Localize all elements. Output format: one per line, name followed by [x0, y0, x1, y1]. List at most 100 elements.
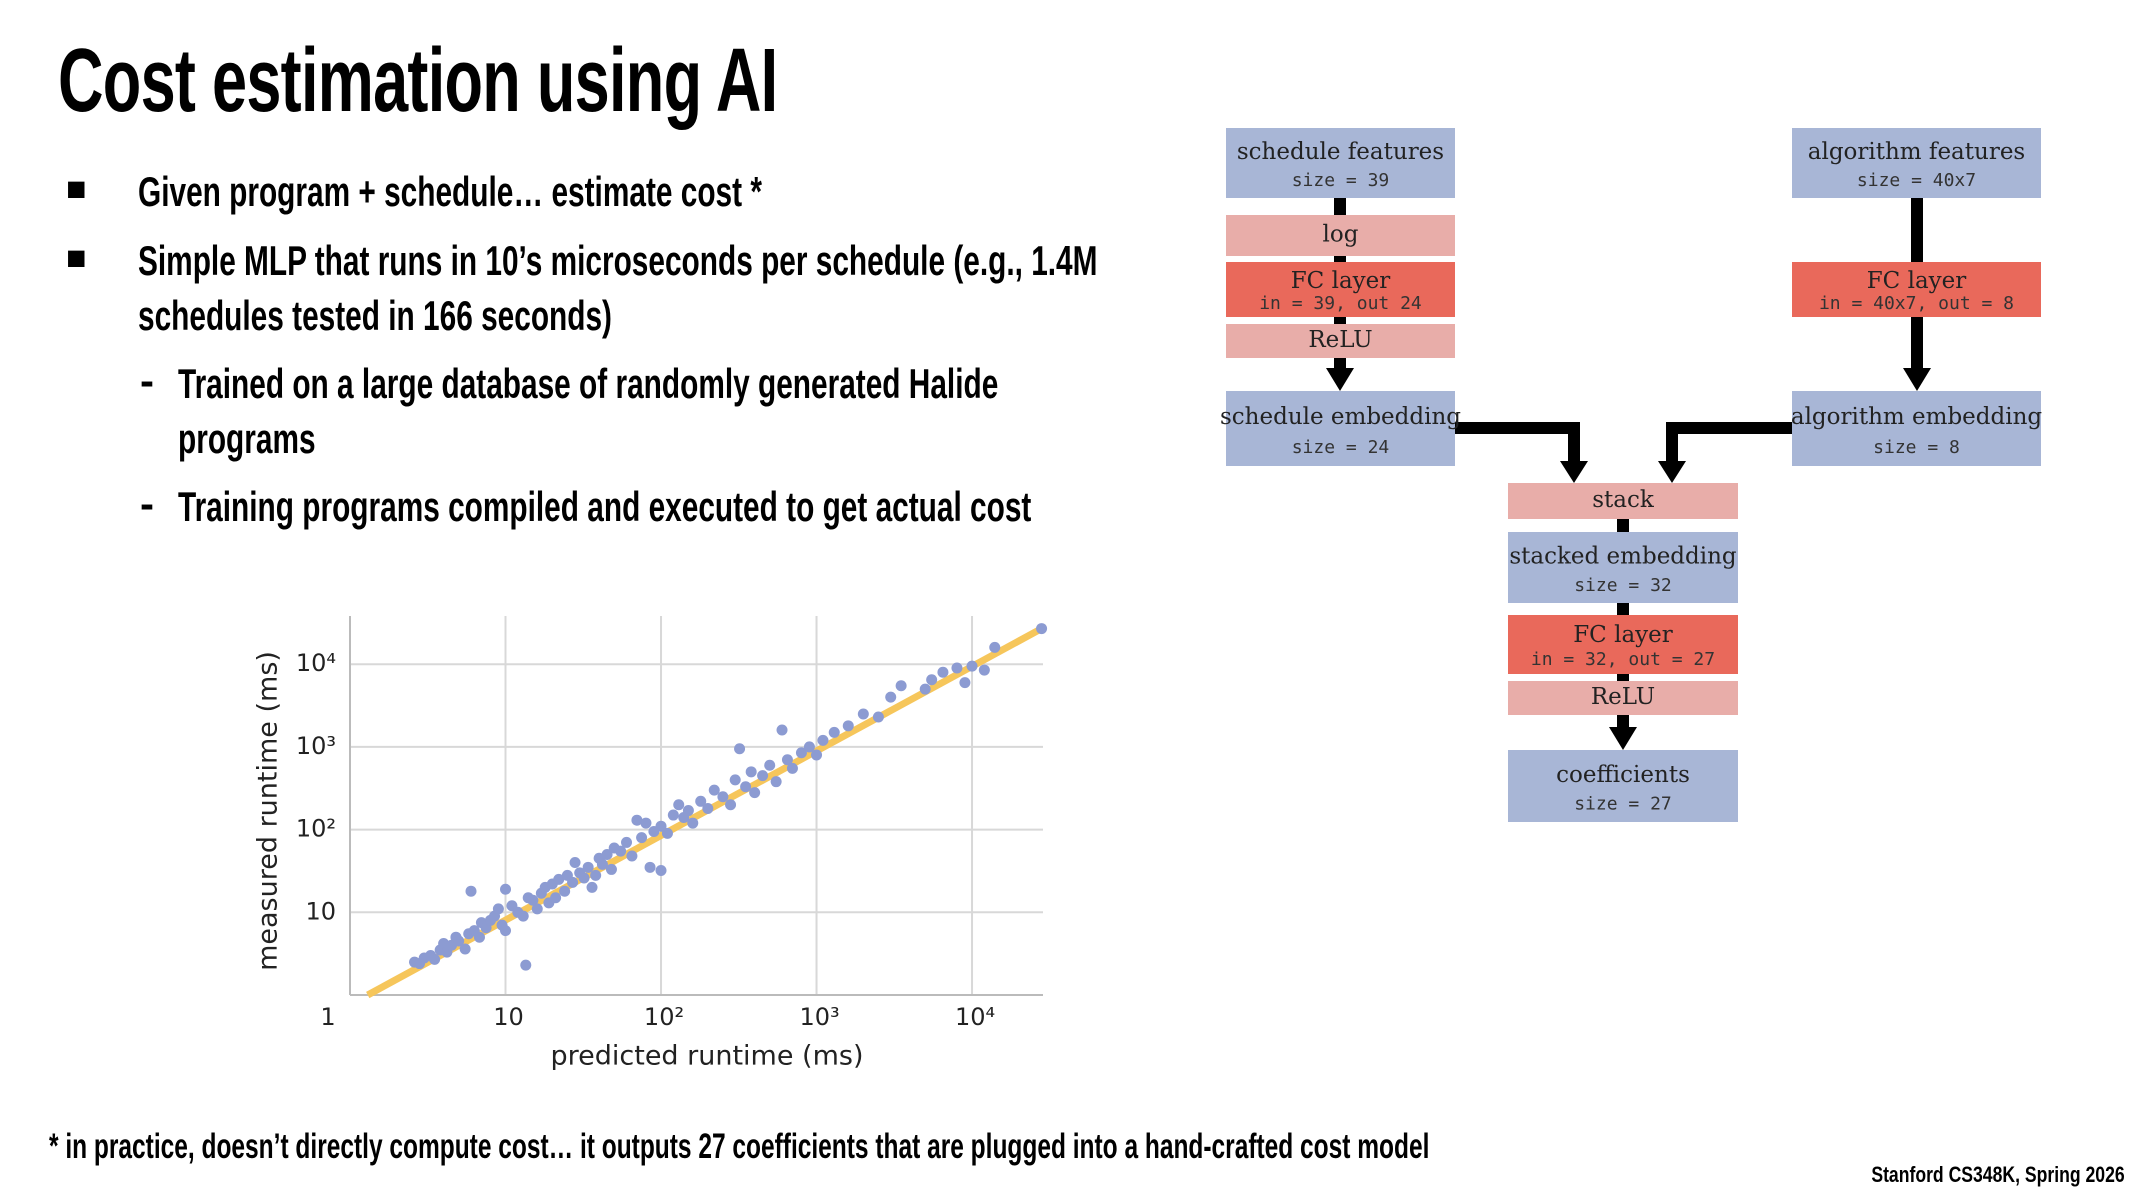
node-box: [1508, 615, 1738, 674]
credit: Stanford CS348K, Spring 2026: [1871, 1162, 2125, 1187]
data-point: [734, 743, 746, 755]
data-point: [631, 814, 643, 826]
data-point: [687, 817, 699, 829]
node-box: [1226, 391, 1455, 466]
node: schedule embedding size = 24: [1220, 391, 1461, 466]
arrowhead: [1560, 461, 1588, 483]
data-point: [429, 953, 441, 965]
data-point: [770, 776, 782, 788]
data-point: [605, 863, 617, 875]
data-point: [749, 787, 761, 799]
bullet: Given program + schedule… estimate cost …: [138, 168, 762, 215]
arrowhead: [1326, 368, 1354, 391]
node: algorithm embedding size = 8: [1791, 391, 2042, 466]
y-axis-title: measured runtime (ms): [253, 651, 284, 971]
data-point: [776, 724, 788, 736]
y-tick-label: 10³: [296, 732, 336, 760]
slide-title: Cost estimation using AI: [58, 31, 778, 131]
data-point: [717, 791, 729, 803]
data-point: [745, 766, 757, 778]
data-point: [500, 925, 512, 937]
y-tick-label: 10: [305, 897, 336, 925]
data-point: [578, 872, 590, 884]
x-tick-label: 10⁴: [955, 1003, 995, 1031]
node-label: schedule embedding: [1220, 404, 1461, 430]
arrowheads: [1326, 368, 1931, 750]
x-tick-label: 10: [493, 1003, 524, 1031]
data-point: [757, 770, 769, 782]
data-point: [569, 857, 581, 869]
node: coefficients size = 27: [1508, 750, 1738, 822]
data-point: [795, 747, 807, 759]
node-label: ReLU: [1308, 327, 1372, 353]
node-detail: size = 27: [1574, 794, 1672, 815]
data-point: [531, 903, 543, 915]
node-box: [1226, 215, 1455, 256]
data-point: [582, 861, 594, 873]
data-point: [527, 894, 539, 906]
node-detail: size = 39: [1292, 170, 1390, 191]
data-point: [500, 883, 512, 895]
node-box: [1792, 391, 2041, 466]
data-point: [781, 754, 793, 766]
data-point: [586, 881, 598, 893]
connector: [1666, 422, 1792, 465]
bullet-marker: ■: [66, 170, 87, 208]
data-point: [655, 865, 667, 877]
node-detail: size = 24: [1292, 437, 1390, 458]
data-point: [817, 734, 829, 746]
data-point: [640, 817, 652, 829]
data-point: [596, 858, 608, 870]
data-point: [740, 781, 752, 793]
data-point: [1036, 623, 1048, 635]
node-label: algorithm features: [1808, 139, 2025, 165]
node: ReLU: [1508, 681, 1738, 715]
data-point: [702, 803, 714, 815]
data-point: [601, 849, 613, 861]
data-point: [590, 869, 602, 881]
node-label: coefficients: [1556, 762, 1690, 788]
data-point: [695, 795, 707, 807]
y-tick-label: 10⁴: [296, 649, 336, 677]
data-point: [520, 959, 532, 971]
node-detail: in = 32, out = 27: [1531, 649, 1715, 670]
node-box: [1226, 128, 1455, 198]
data-point: [989, 641, 1001, 653]
node-label: FC layer: [1573, 622, 1673, 648]
data-point: [828, 726, 840, 738]
footnote: * in practice, doesn’t directly compute …: [49, 1127, 1430, 1166]
data-point: [473, 931, 485, 943]
data-point: [621, 836, 633, 848]
data-point: [615, 845, 627, 857]
bullet: Simple MLP that runs in 10’s microsecond…: [138, 237, 1098, 339]
node-box: [1508, 681, 1738, 715]
node-box: [1508, 532, 1738, 603]
x-tick-label: 10³: [799, 1003, 839, 1031]
data-point: [465, 885, 477, 897]
data-point: [786, 762, 798, 774]
data-point: [492, 903, 504, 915]
y-tick-label: 10²: [296, 815, 336, 843]
data-point: [636, 832, 648, 844]
data-point: [764, 759, 776, 771]
x-tick-label: 1: [320, 1003, 335, 1031]
fit-line: [366, 626, 1041, 999]
node-label: stacked embedding: [1509, 544, 1737, 570]
node-detail: size = 32: [1574, 575, 1672, 596]
data-point: [667, 809, 679, 821]
data-point: [811, 749, 823, 761]
data-point: [919, 683, 931, 695]
node-box: [1508, 750, 1738, 822]
node: log: [1226, 215, 1455, 256]
node-detail: size = 8: [1873, 437, 1960, 458]
data-point: [661, 827, 673, 839]
node: algorithm features size = 40x7: [1792, 128, 2041, 198]
node-box: [1226, 262, 1455, 317]
connector: [1455, 422, 1580, 465]
x-tick-label: 10²: [644, 1003, 684, 1031]
node: stack: [1508, 483, 1738, 519]
data-point: [729, 774, 741, 786]
node-label: ReLU: [1591, 684, 1655, 710]
